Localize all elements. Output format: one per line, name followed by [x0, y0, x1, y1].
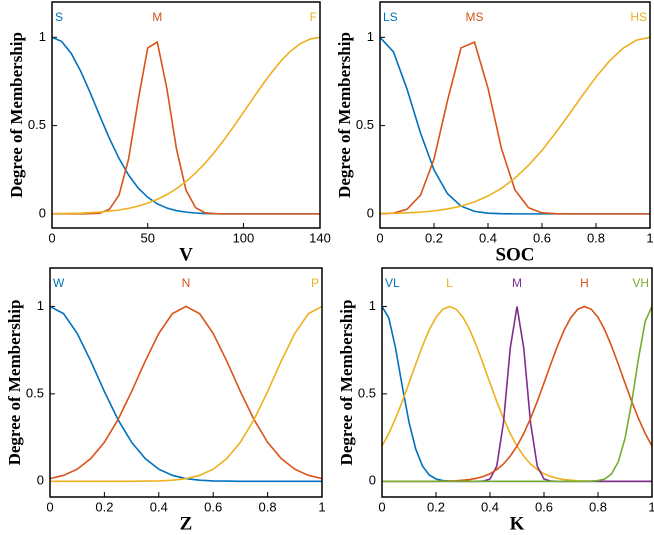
y-tick-label: 0	[369, 473, 376, 488]
x-tick-label: 0.2	[425, 230, 443, 245]
series-label: M	[152, 10, 162, 24]
y-axis-title: Degree of Membership	[337, 300, 356, 466]
series-label: VH	[632, 276, 649, 290]
x-tick-label: 100	[233, 230, 255, 245]
y-tick-label: 1	[369, 298, 376, 313]
membership-curve	[52, 40, 320, 215]
x-tick-label: 0.2	[427, 499, 445, 514]
membership-curve	[382, 306, 652, 483]
x-axis-title: SOC	[495, 244, 534, 265]
series-label: P	[311, 276, 319, 290]
chart-panel: 0 0.5 1 0 0.2 0.4 0.6 0.8 1 LS MS HS SOC Degree of Me…	[335, 1, 654, 265]
y-tick-label: 1	[367, 29, 374, 44]
y-tick-label: 0.5	[356, 117, 374, 132]
x-tick-label: 0	[48, 230, 55, 245]
x-tick-label: 0.6	[535, 499, 553, 514]
membership-curve	[49, 305, 322, 483]
membership-curve	[51, 36, 321, 215]
y-tick-label: 1	[37, 298, 44, 313]
membership-curve	[382, 305, 653, 483]
membership-curve	[379, 40, 650, 215]
y-tick-label: 0	[39, 205, 46, 220]
membership-curve	[49, 305, 323, 480]
x-tick-label: 0.4	[479, 230, 497, 245]
x-tick-label: 0.8	[259, 499, 277, 514]
membership-curve	[50, 305, 323, 483]
plot-frame	[49, 267, 323, 498]
x-axis-title: Z	[180, 513, 193, 534]
x-tick-label: 140	[309, 230, 331, 245]
x-axis-title: V	[179, 244, 193, 265]
series-label: LS	[383, 10, 398, 24]
y-tick-label: 0.5	[26, 385, 44, 400]
series-label: VL	[385, 276, 400, 290]
plot-frame	[381, 267, 653, 498]
x-tick-label: 0.2	[95, 499, 113, 514]
x-tick-label: 1	[318, 499, 325, 514]
membership-curve	[381, 305, 652, 483]
x-tick-label: 0.8	[587, 230, 605, 245]
membership-curve	[379, 36, 650, 215]
chart-panel: 0 0.5 1 0 50 100 140 S M F V Degree of Membership	[7, 1, 331, 265]
x-tick-label: 0.4	[481, 499, 499, 514]
y-axis-title: Degree of Membership	[335, 32, 354, 198]
series-label: W	[53, 276, 65, 290]
x-tick-label: 0	[378, 499, 385, 514]
series-label: MS	[466, 10, 484, 24]
x-tick-label: 0	[376, 230, 383, 245]
plot-frame	[379, 1, 651, 229]
membership-curve	[382, 306, 653, 483]
y-tick-label: 1	[39, 29, 46, 44]
y-tick-label: 0.5	[358, 385, 376, 400]
x-axis-title: K	[510, 513, 525, 534]
series-label: N	[182, 276, 191, 290]
series-label: F	[310, 10, 317, 24]
y-tick-label: 0	[367, 205, 374, 220]
x-tick-label: 0.6	[533, 230, 551, 245]
y-tick-label: 0.5	[28, 117, 46, 132]
series-label: S	[55, 10, 63, 24]
membership-curve	[381, 306, 652, 483]
y-tick-label: 0	[37, 473, 44, 488]
plot-frame	[51, 1, 321, 229]
y-axis-title: Degree of Membership	[5, 300, 24, 466]
x-tick-label: 0.8	[589, 499, 607, 514]
series-label: M	[512, 276, 522, 290]
series-label: L	[446, 276, 453, 290]
x-tick-label: 50	[140, 230, 154, 245]
x-tick-label: 0.4	[150, 499, 168, 514]
membership-curve	[379, 36, 651, 215]
series-label: H	[580, 276, 589, 290]
x-tick-label: 0	[46, 499, 53, 514]
y-axis-title: Degree of Membership	[7, 32, 26, 198]
x-tick-label: 1	[648, 499, 654, 514]
x-tick-label: 1	[646, 230, 653, 245]
chart-panel: 0 0.5 1 0 0.2 0.4 0.6 0.8 1 VL L M H VH K Degree of Mem…	[337, 267, 654, 534]
x-tick-label: 0.6	[204, 499, 222, 514]
series-label: HS	[630, 10, 647, 24]
